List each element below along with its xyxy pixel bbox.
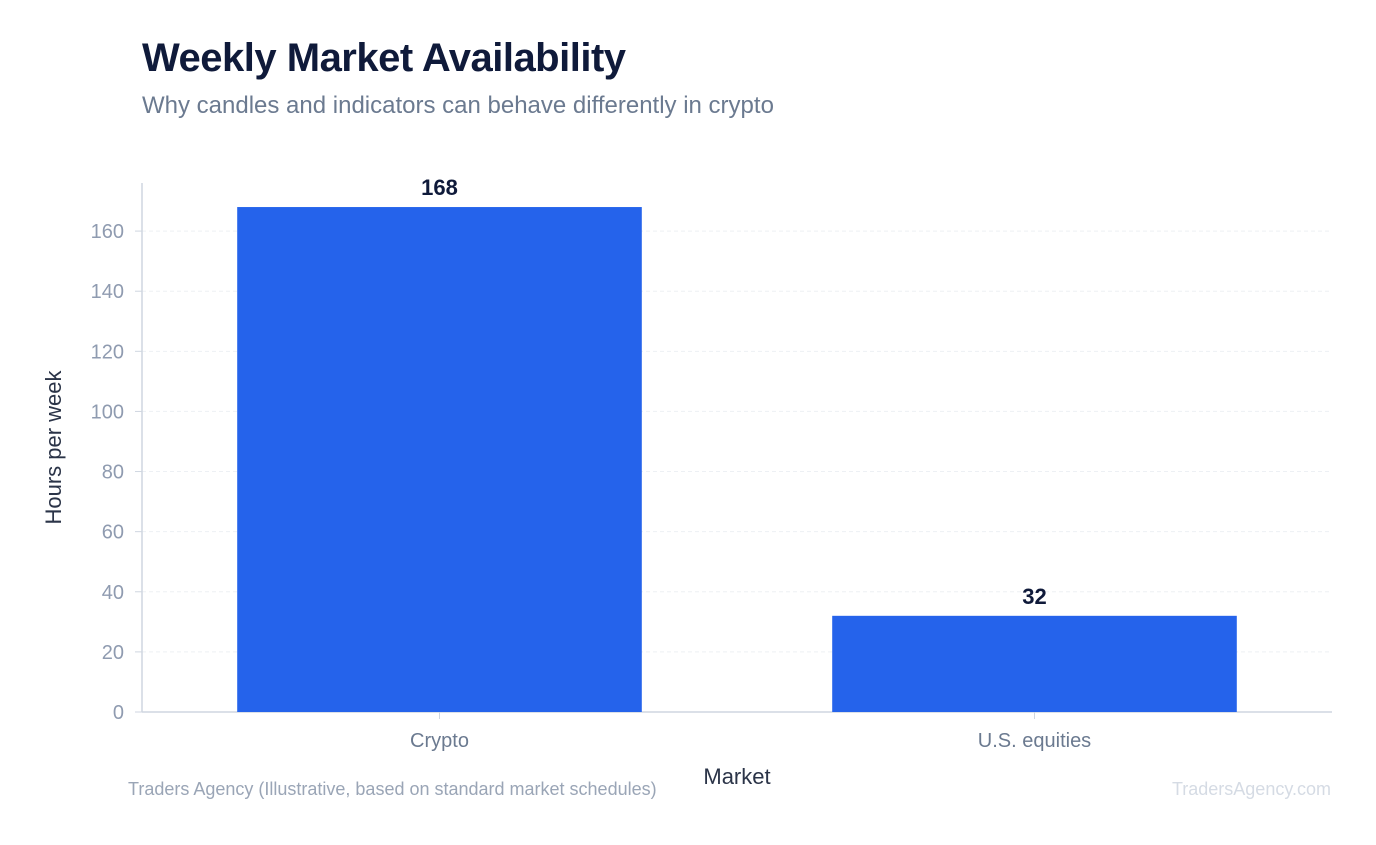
- chart-title: Weekly Market Availability: [142, 36, 626, 80]
- x-tick-label: Crypto: [410, 730, 469, 752]
- y-tick-label: 80: [102, 462, 124, 484]
- watermark: TradersAgency.com: [1171, 779, 1331, 799]
- data-label: 168: [421, 175, 458, 200]
- bar: [237, 207, 642, 712]
- y-tick-label: 40: [102, 582, 124, 604]
- bar: [832, 615, 1237, 712]
- y-tick-label: 120: [91, 341, 124, 363]
- source-note: Traders Agency (Illustrative, based on s…: [128, 779, 657, 799]
- y-tick-label: 100: [91, 401, 124, 423]
- x-axis-label: Market: [703, 764, 770, 789]
- y-tick-label: 0: [113, 702, 124, 724]
- x-tick-label: U.S. equities: [978, 730, 1091, 752]
- y-tick-label: 140: [91, 281, 124, 303]
- y-tick-label: 60: [102, 522, 124, 544]
- y-tick-label: 160: [91, 221, 124, 243]
- chart-subtitle: Why candles and indicators can behave di…: [142, 92, 774, 119]
- y-tick-label: 20: [102, 642, 124, 664]
- y-axis-label: Hours per week: [41, 369, 66, 524]
- data-label: 32: [1022, 584, 1046, 609]
